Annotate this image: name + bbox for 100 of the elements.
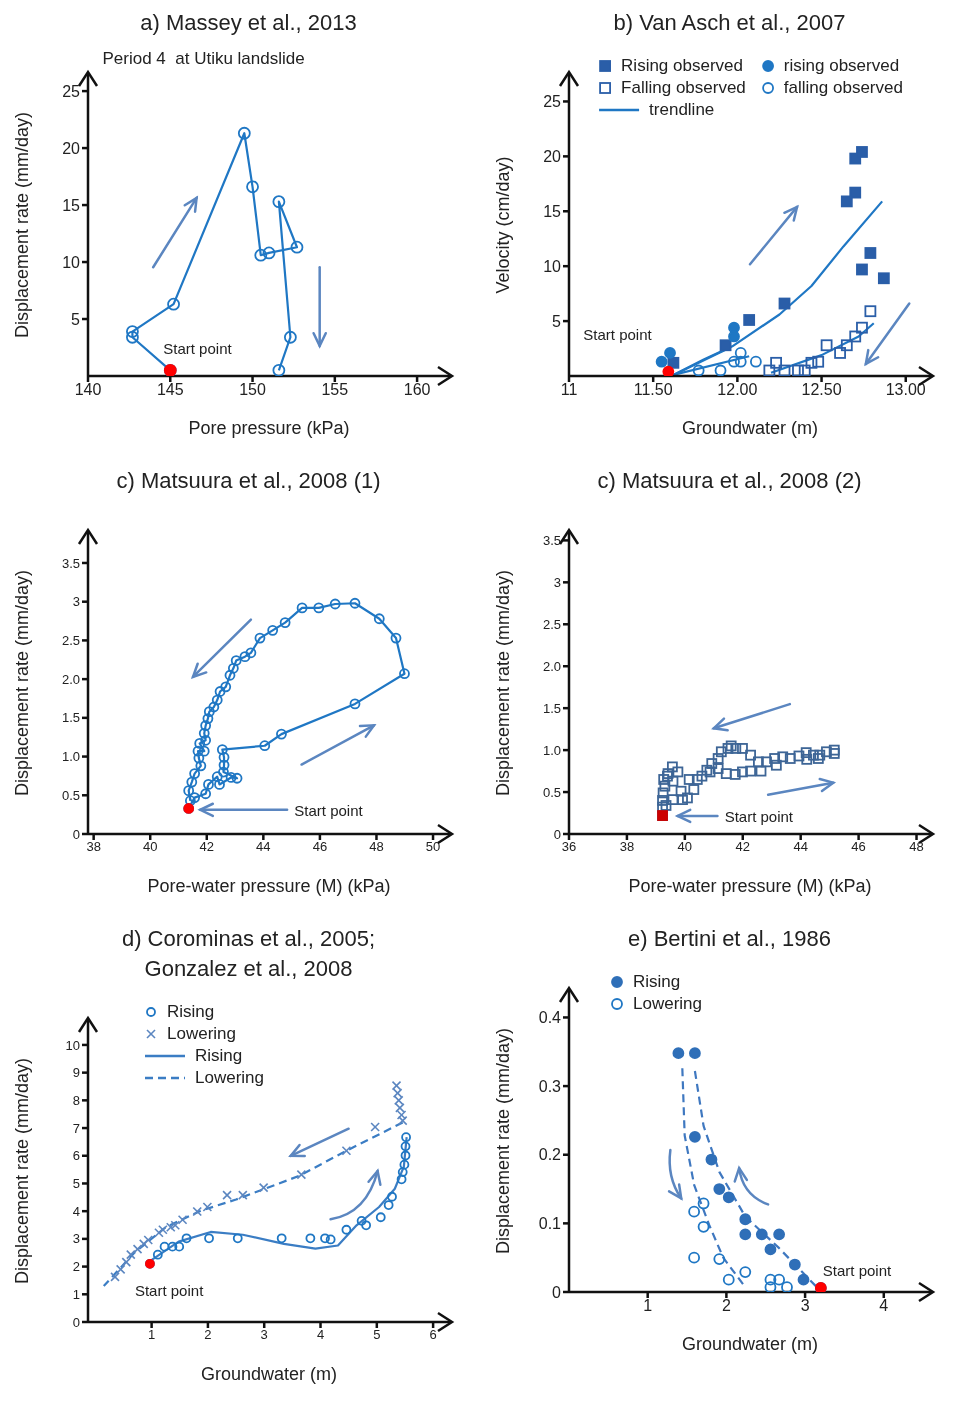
y-tick-label: 3 [553,574,561,590]
y-tick-label: 1.5 [542,700,561,716]
legend-label: Rising [195,1046,243,1066]
x-tick-label: 3 [260,1327,268,1343]
y-tick-label: 5 [72,1176,80,1192]
y-tick-label: 2.5 [542,616,561,632]
x-tick-label: 140 [74,381,102,399]
y-tick-label: 15 [62,196,81,214]
x-tick-label: 1 [643,1297,653,1315]
x-tick-label: 6 [429,1327,437,1343]
text: Period 4 at Utiku landslide [102,48,305,69]
y-tick-label: 2.0 [542,658,561,674]
x-tick-label: 42 [735,839,750,855]
y-tick-label: 3.5 [61,555,80,571]
x-tick-label: 48 [369,839,384,855]
x-tick-label: 4 [879,1297,889,1315]
y-tick-label: 0.4 [538,1009,562,1027]
x-tick-label: 160 [403,381,431,399]
x-tick-label: 46 [851,839,866,855]
x-tick-label: 12.50 [801,381,842,399]
y-tick-label: 25 [543,93,562,111]
y-tick-label: 3 [72,594,80,610]
x-tick-label: 3 [800,1297,810,1315]
y-tick-label: 3.5 [542,533,561,548]
y-tick-label: 7 [72,1120,80,1136]
x-tick-label: 11 [560,381,578,399]
chart-title: e) Bertini et al., 1986 [627,925,832,953]
legend-label: Lowering [195,1068,264,1088]
x-tick-label: 40 [142,839,158,855]
legend-label: Rising [167,1002,215,1022]
annotation: Start point [583,325,652,343]
y-tick-label: 0 [72,1314,80,1330]
legend-label: Rising [633,972,681,992]
chart-title: a) Massey et al., 2013 [139,9,358,37]
y-axis-title: Displacement rate (mm/day) [12,569,33,797]
x-tick-label: 38 [86,839,101,855]
x-tick-label: 46 [312,839,328,855]
y-tick-label: 1.5 [61,710,80,726]
x-axis-title: Groundwater (m) [200,1364,338,1384]
y-tick-label: 1.0 [61,749,80,765]
legend-label: trendline [649,100,715,120]
y-tick-label: 5 [71,310,81,328]
y-tick-label: 0 [72,826,80,842]
chart-title: c) Matsuura et al., 2008 (2) [596,467,863,495]
y-tick-label: 9 [72,1065,80,1081]
y-tick-label: 6 [72,1148,80,1164]
x-tick-label: 42 [199,839,215,855]
x-axis-title: Pore-water pressure (M) (kPa) [147,876,391,896]
annotation: Start point [822,1261,892,1279]
y-tick-label: 20 [543,148,562,166]
y-tick-label: 3 [72,1231,80,1247]
annotation: Start point [724,807,794,825]
y-tick-label: 20 [62,139,81,157]
annotation: Start point [163,339,232,357]
y-tick-label: 15 [543,202,562,220]
y-tick-label: 10 [65,1037,80,1053]
y-axis-title: Displacement rate (mm/day) [12,1057,33,1285]
x-tick-label: 36 [561,839,577,855]
y-tick-label: 5 [552,312,562,330]
y-tick-label: 25 [62,82,81,100]
y-tick-label: 1.0 [542,742,561,758]
y-tick-label: 0.3 [538,1077,562,1095]
y-tick-label: 10 [543,257,562,275]
y-tick-label: 0.5 [61,787,80,803]
x-tick-label: 145 [156,381,184,399]
chart-title: d) Corominas et al., 2005; Gonzalez et al., 2008 [120,925,377,983]
legend-label: Lowering [633,994,702,1014]
x-tick-label: 2 [204,1327,212,1343]
annotation: Start point [294,801,363,819]
y-tick-label: 0.5 [542,784,561,800]
y-tick-label: 2.5 [61,633,80,649]
x-tick-label: 48 [909,839,924,855]
x-tick-label: 12.00 [717,381,758,399]
y-axis-title: Displacement rate (mm/day) [12,111,33,339]
y-tick-label: 2.0 [61,671,80,687]
y-tick-label: 0.2 [538,1146,562,1164]
y-tick-label: 0.1 [538,1215,562,1233]
x-tick-label: 1 [148,1327,156,1343]
y-tick-label: 8 [72,1092,80,1108]
y-tick-label: 4 [72,1203,80,1219]
y-axis-title: Velocity (cm/day) [493,156,514,294]
x-tick-label: 38 [619,839,635,855]
x-tick-label: 11.50 [633,381,673,399]
x-axis-title: Groundwater (m) [681,1334,819,1354]
chart-title: b) Van Asch et al., 2007 [612,9,847,37]
x-tick-label: 155 [321,381,349,399]
x-tick-label: 44 [793,839,808,855]
x-tick-label: 40 [677,839,693,855]
legend-label: Rising observed [621,56,743,76]
y-tick-label: 1 [72,1286,80,1302]
legend-label: Falling observed [621,78,746,98]
y-axis-title: Displacement rate (mm/day) [493,1027,514,1255]
x-axis-title: Pore-water pressure (M) (kPa) [628,876,872,896]
y-axis-title: Displacement rate (mm/day) [493,569,514,797]
y-tick-label: 10 [62,253,81,271]
x-tick-label: 150 [239,381,266,399]
x-tick-label: 2 [721,1297,731,1315]
x-tick-label: 50 [425,839,441,855]
x-axis-title: Pore pressure (kPa) [188,418,350,438]
y-tick-label: 0 [552,1283,562,1301]
